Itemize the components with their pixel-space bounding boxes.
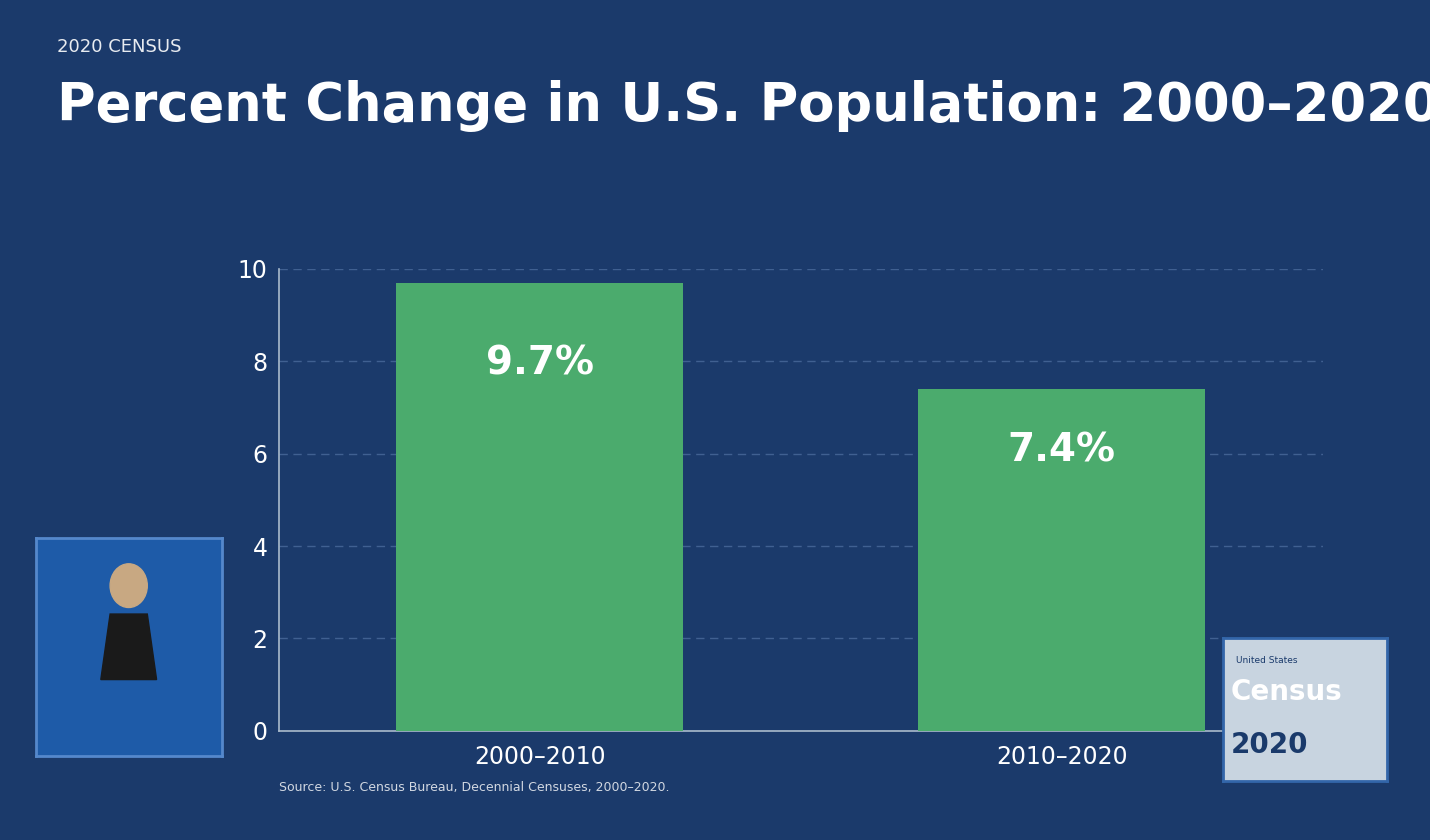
- Text: 2020: 2020: [1231, 731, 1308, 759]
- Text: Source: U.S. Census Bureau, Decennial Censuses, 2000–2020.: Source: U.S. Census Bureau, Decennial Ce…: [279, 781, 669, 794]
- Text: 7.4%: 7.4%: [1008, 432, 1115, 470]
- Bar: [918, 389, 1205, 731]
- Circle shape: [110, 564, 147, 607]
- Text: 9.7%: 9.7%: [486, 344, 593, 382]
- Text: Percent Change in U.S. Population: 2000–2020: Percent Change in U.S. Population: 2000–…: [57, 80, 1430, 132]
- Text: Census: Census: [1231, 679, 1343, 706]
- Text: 2020 CENSUS: 2020 CENSUS: [57, 38, 182, 55]
- Bar: [396, 282, 684, 731]
- Text: United States: United States: [1236, 655, 1297, 664]
- Polygon shape: [100, 614, 157, 680]
